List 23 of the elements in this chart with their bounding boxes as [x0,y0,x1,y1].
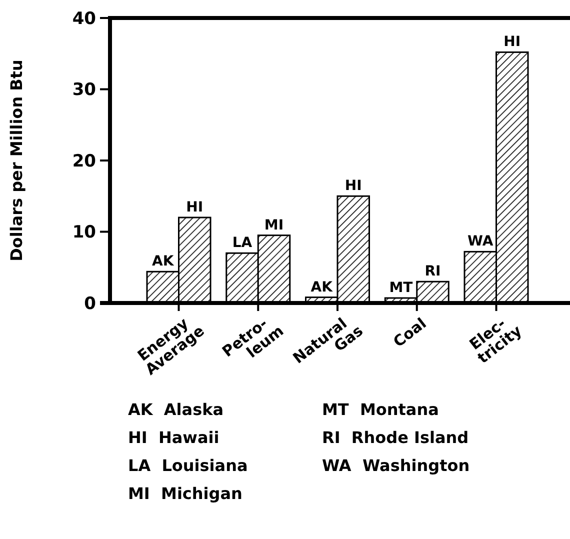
text: HI Hawaii [128,428,220,447]
data-label: MT [389,280,414,296]
y-tick-label: 20 [72,151,96,172]
data-label: AK [310,279,334,296]
data-label: RI [424,264,441,280]
text: WA Washington [322,456,470,475]
text: RI Rhode Island [322,428,469,447]
data-label: AK [152,254,175,270]
text: LA Louisiana [128,456,248,475]
y-tick-label: 40 [72,8,96,29]
data-label: HI [344,178,362,194]
data-label: MI [264,217,284,234]
data-label: WA [468,234,494,250]
data-label: HI [186,200,204,216]
data-label: HI [504,34,521,50]
text: AK Alaska [128,400,224,419]
y-tick-label: 0 [84,294,96,314]
y-axis-title: Dollars per Million Btu [7,60,26,262]
y-tick-label: 10 [72,222,96,243]
text: MT Montana [322,400,439,419]
data-label: LA [232,235,252,252]
y-tick-label: 30 [72,80,96,100]
text: MI Michigan [128,484,242,503]
